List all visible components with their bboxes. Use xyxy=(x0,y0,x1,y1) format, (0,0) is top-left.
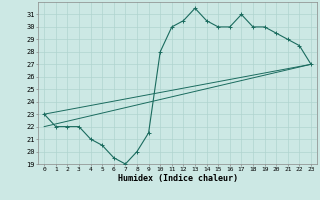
X-axis label: Humidex (Indice chaleur): Humidex (Indice chaleur) xyxy=(118,174,238,183)
